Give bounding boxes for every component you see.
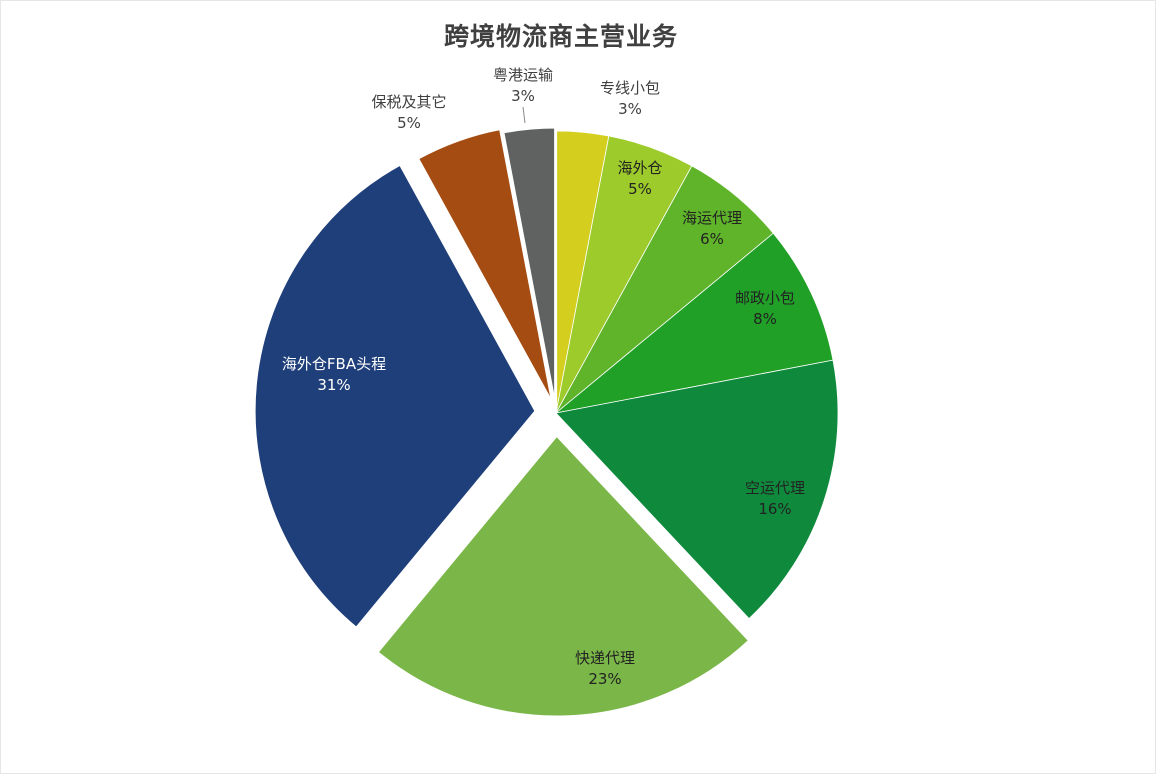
pie-slice xyxy=(252,161,538,631)
pie-slice xyxy=(501,125,558,410)
slice-percent: 8% xyxy=(753,310,777,328)
slice-percent: 5% xyxy=(628,180,652,198)
slice-percent: 5% xyxy=(397,114,421,132)
slice-percent: 23% xyxy=(588,670,621,688)
pie-slice xyxy=(555,359,839,620)
slice-label: 海运代理 xyxy=(682,209,742,227)
slice-label: 快递代理 xyxy=(575,649,635,667)
pie-slice xyxy=(374,432,752,719)
pie-slice xyxy=(555,232,834,414)
slice-label: 邮政小包 xyxy=(735,289,795,307)
slice-label: 专线小包 xyxy=(600,79,660,97)
slice-label: 海外仓FBA头程 xyxy=(282,355,386,373)
slice-label: 粤港运输 xyxy=(493,66,553,84)
chart-title: 跨境物流商主营业务 xyxy=(443,22,678,51)
slice-label: 空运代理 xyxy=(745,479,805,497)
slice-percent: 16% xyxy=(758,500,791,518)
slice-percent: 6% xyxy=(700,230,724,248)
slice-percent: 31% xyxy=(317,376,350,394)
slice-label: 海外仓 xyxy=(617,159,662,177)
leader-line xyxy=(522,106,526,124)
slice-label: 保税及其它 xyxy=(371,93,446,111)
pie-slice xyxy=(415,126,555,407)
slice-percent: 3% xyxy=(618,100,642,118)
slice-percent: 3% xyxy=(511,87,535,105)
